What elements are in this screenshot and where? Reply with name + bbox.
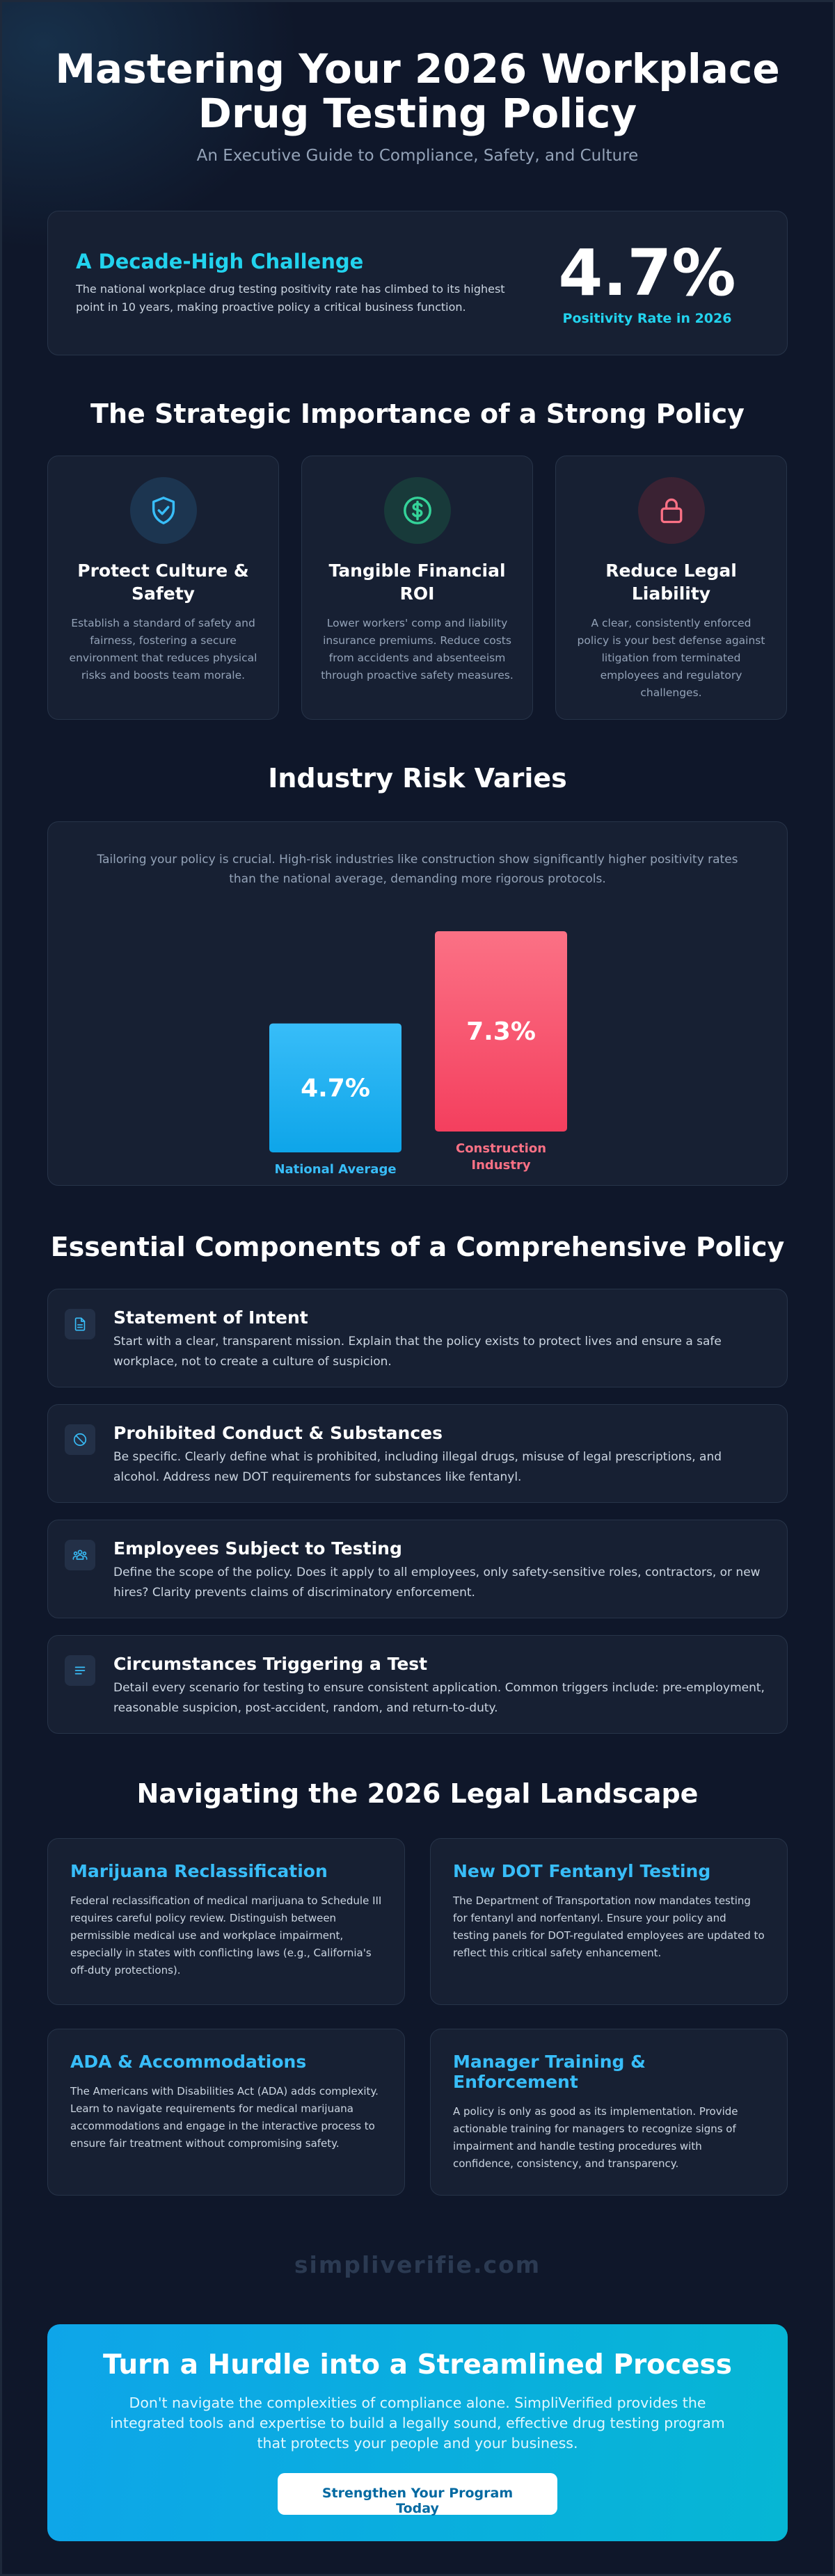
challenge-text: The national workplace drug testing posi… [76, 282, 505, 314]
dollar-icon [383, 477, 451, 544]
brand-watermark: simpliverifie.com [294, 2251, 541, 2278]
bar-value-label: 7.3% [466, 1017, 536, 1046]
cta-title: Turn a Hurdle into a Streamlined Process [103, 2349, 732, 2381]
strategic-pillars: Protect Culture & Safety Establish a sta… [47, 456, 788, 720]
legal-card-ada: ADA & Accommodations The Americans with … [47, 2029, 405, 2196]
people-icon [65, 1540, 95, 1570]
page-subtitle: An Executive Guide to Compliance, Safety… [196, 147, 639, 165]
legal-card-title: ADA & Accommodations [70, 2052, 307, 2072]
legal-card-title: Marijuana Reclassification [70, 1861, 328, 1881]
pillar-title: Reduce Legal Liability [574, 559, 768, 605]
pillar-text: A clear, consistently enforced policy is… [577, 617, 765, 699]
component-title: Statement of Intent [113, 1307, 308, 1328]
component-title: Circumstances Triggering a Test [113, 1654, 428, 1674]
strengthen-program-button[interactable]: Strengthen Your Program Today [278, 2473, 557, 2516]
pillar-title-line2: ROI [399, 583, 435, 604]
component-employees-subject: Employees Subject to Testing Define the … [47, 1520, 788, 1618]
prohibited-icon [65, 1424, 95, 1455]
pillar-legal-liability: Reduce Legal Liability A clear, consiste… [555, 456, 787, 720]
component-title: Prohibited Conduct & Substances [113, 1423, 443, 1443]
cta-text: Don't navigate the complexities of compl… [110, 2394, 725, 2452]
shield-check-icon [129, 477, 197, 544]
pillar-text: Establish a standard of safety and fairn… [69, 617, 257, 682]
component-text: Detail every scenario for testing to ens… [113, 1681, 765, 1715]
component-statement-of-intent: Statement of Intent Start with a clear, … [47, 1289, 788, 1387]
component-title: Employees Subject to Testing [113, 1538, 402, 1559]
legal-card-marijuana: Marijuana Reclassification Federal recla… [47, 1838, 405, 2005]
pillar-title-line2: Liability [631, 583, 711, 604]
component-text: Start with a clear, transparent mission.… [113, 1335, 722, 1369]
pillar-title-line1: Reduce Legal [605, 561, 737, 581]
components-section-title: Essential Components of a Comprehensive … [50, 1232, 785, 1262]
pillar-title-line2: Safety [132, 583, 195, 604]
pillar-title-line1: Tangible Financial [328, 561, 506, 581]
bar-construction-industry [435, 931, 567, 1132]
document-icon [65, 1309, 95, 1339]
legal-card-title: Manager Training & Enforcement [453, 2052, 646, 2092]
legal-card-text: The Department of Transportation now man… [453, 1894, 765, 1959]
risk-text: Tailoring your policy is crucial. High-r… [97, 853, 738, 886]
bar-category-label: Construction [456, 1141, 546, 1156]
component-prohibited-conduct: Prohibited Conduct & Substances Be speci… [47, 1404, 788, 1503]
legal-card-manager-training: Manager Training & Enforcement A policy … [430, 2029, 788, 2196]
strategic-section-title: The Strategic Importance of a Strong Pol… [90, 399, 745, 429]
cta-banner: Turn a Hurdle into a Streamlined Process… [47, 2324, 788, 2541]
challenge-title: A Decade-High Challenge [76, 250, 364, 273]
pillar-financial-roi: Tangible Financial ROI Lower workers' co… [301, 456, 533, 720]
bar-category-label: Industry [471, 1158, 530, 1173]
legal-card-text: Federal reclassification of medical mari… [70, 1894, 382, 1977]
pillar-title: Protect Culture & Safety [66, 559, 260, 605]
legal-card-text: A policy is only as good as its implemen… [453, 2105, 738, 2170]
component-text: Be specific. Clearly define what is proh… [113, 1450, 722, 1484]
positivity-rate-label: Positivity Rate in 2026 [562, 311, 732, 326]
lock-icon [637, 477, 705, 544]
pillar-text: Lower workers' comp and liability insura… [321, 617, 514, 682]
legal-section-title: Navigating the 2026 Legal Landscape [136, 1778, 699, 1809]
bar-value-label: 4.7% [301, 1074, 370, 1102]
legal-grid: Marijuana Reclassification Federal recla… [47, 1838, 788, 2196]
pillar-title: Tangible Financial ROI [320, 559, 514, 605]
legal-card-dot-fentanyl: New DOT Fentanyl Testing The Department … [430, 1838, 788, 2005]
pillar-culture-safety: Protect Culture & Safety Establish a sta… [47, 456, 279, 720]
component-text: Define the scope of the policy. Does it … [113, 1565, 761, 1600]
page-title-line2: Drug Testing Policy [198, 90, 637, 137]
positivity-rate-value: 4.7% [558, 236, 736, 310]
risk-section-title: Industry Risk Varies [268, 763, 567, 794]
components-list: Statement of Intent Start with a clear, … [47, 1289, 788, 1734]
risk-bar-chart: 4.7% National Average 7.3% Construction Indu… [269, 931, 567, 1177]
pillar-title-line1: Protect Culture & [77, 561, 249, 581]
list-icon [65, 1655, 95, 1686]
page-title: Mastering Your 2026 Workplace Drug Testi… [47, 2, 788, 136]
risk-chart-card: Tailoring your policy is crucial. High-r… [47, 821, 788, 1186]
page-title-line1: Mastering Your 2026 Workplace [55, 45, 780, 92]
legal-card-title: New DOT Fentanyl Testing [453, 1861, 711, 1881]
challenge-card: A Decade-High Challenge The national wor… [47, 211, 788, 355]
bar-category-label: National Average [274, 1162, 396, 1177]
legal-card-text: The Americans with Disabilities Act (ADA… [70, 2085, 379, 2150]
bar-national-average [269, 1023, 401, 1152]
component-circumstances: Circumstances Triggering a Test Detail e… [47, 1635, 788, 1734]
